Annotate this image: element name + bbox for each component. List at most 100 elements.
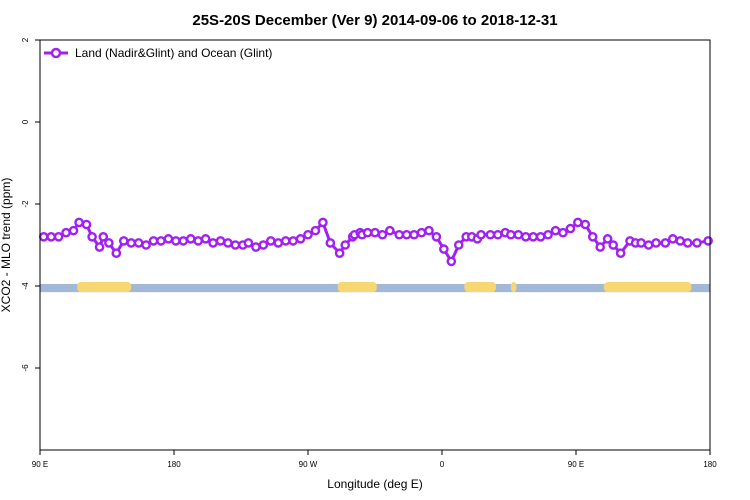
y-tick-label: -2 xyxy=(21,200,30,208)
data-point xyxy=(543,229,553,240)
y-tick-label: -6 xyxy=(21,364,30,372)
data-point xyxy=(148,236,159,246)
data-point xyxy=(280,236,291,246)
land-segment-4 xyxy=(603,281,692,293)
x-tick-label: 90 E xyxy=(568,460,584,469)
data-point xyxy=(558,227,568,238)
y-tick-label: -4 xyxy=(21,282,30,290)
data-point xyxy=(362,227,373,238)
data-point xyxy=(53,231,64,242)
data-point xyxy=(602,234,613,244)
data-point xyxy=(258,240,269,250)
data-point xyxy=(587,231,598,242)
data-point xyxy=(608,240,619,250)
y-tick-label: 2 xyxy=(21,37,30,42)
land-segment-1 xyxy=(337,281,377,293)
x-tick-label: 0 xyxy=(440,460,445,469)
data-point xyxy=(81,219,92,230)
x-tick-label: 180 xyxy=(703,460,717,469)
data-point xyxy=(520,231,531,242)
data-point xyxy=(111,248,122,258)
data-point xyxy=(595,242,605,252)
data-point xyxy=(370,227,380,238)
data-point xyxy=(94,242,105,252)
y-tick-label: 0 xyxy=(21,119,30,124)
data-point xyxy=(651,238,661,248)
data-point xyxy=(310,225,321,236)
legend-label: Land (Nadir&Glint) and Ocean (Glint) xyxy=(75,46,272,60)
data-point xyxy=(61,227,71,238)
data-point xyxy=(573,217,583,228)
data-point xyxy=(118,236,129,246)
data-point xyxy=(401,229,412,240)
data-point xyxy=(288,236,298,246)
data-point xyxy=(87,231,97,242)
data-point xyxy=(476,229,486,240)
data-point xyxy=(528,231,538,242)
data-point xyxy=(667,234,678,244)
data-point xyxy=(550,225,561,236)
x-axis: 90 E 180 90 W 0 90 E 180 xyxy=(32,450,717,469)
data-point xyxy=(660,238,671,248)
land-segment-0 xyxy=(77,281,132,293)
data-point xyxy=(409,229,419,240)
data-point xyxy=(178,236,189,246)
legend: Land (Nadir&Glint) and Ocean (Glint) xyxy=(44,46,272,60)
data-point xyxy=(230,240,241,250)
data-point xyxy=(38,231,49,242)
data-point xyxy=(485,229,496,240)
data-point xyxy=(377,229,388,240)
data-point xyxy=(265,236,276,246)
y-axis: 2 0 -2 -4 -6 xyxy=(21,37,40,372)
data-point xyxy=(68,225,79,236)
data-point xyxy=(615,248,626,258)
data-point xyxy=(185,234,196,244)
data-point xyxy=(251,242,261,252)
data-point xyxy=(193,236,203,246)
x-tick-label: 90 W xyxy=(299,460,318,469)
data-point xyxy=(431,231,442,242)
data-point xyxy=(535,231,546,242)
data-point xyxy=(703,236,713,246)
data-point xyxy=(141,240,151,250)
data-point xyxy=(303,229,313,240)
data-point xyxy=(643,240,654,250)
chart-title: 25S-20S December (Ver 9) 2014-09-06 to 2… xyxy=(192,12,557,29)
data-point xyxy=(318,217,328,228)
data-point xyxy=(325,238,336,248)
data-point xyxy=(104,238,114,248)
data-point xyxy=(340,240,351,250)
x-tick-label: 180 xyxy=(167,460,181,469)
y-axis-label: XCO2 - MLO trend (ppm) xyxy=(0,178,13,313)
data-point xyxy=(446,256,457,267)
x-tick-label: 90 E xyxy=(32,460,48,469)
data-point xyxy=(243,238,254,248)
data-point xyxy=(565,223,576,234)
data-point xyxy=(156,236,166,246)
land-segment-2 xyxy=(464,281,496,293)
data-point xyxy=(223,238,233,248)
data-point xyxy=(580,219,591,230)
data-point xyxy=(439,244,449,254)
data-point xyxy=(424,225,434,236)
data-point xyxy=(675,236,686,246)
data-point xyxy=(493,229,503,240)
data-point xyxy=(513,229,524,240)
data-point xyxy=(636,238,646,248)
legend-marker xyxy=(50,47,62,59)
data-point xyxy=(273,238,284,248)
data-point xyxy=(295,234,306,244)
data-point xyxy=(200,234,211,244)
data-point xyxy=(682,238,693,248)
data-point xyxy=(163,234,174,244)
data-point xyxy=(506,229,516,240)
data-point xyxy=(453,240,464,250)
data-point xyxy=(334,248,345,258)
data-point xyxy=(126,238,136,248)
x-axis-label: Longitude (deg E) xyxy=(327,477,422,491)
surface-band xyxy=(40,281,710,293)
data-point xyxy=(171,236,181,246)
data-point xyxy=(416,227,427,238)
data-point xyxy=(46,231,56,242)
